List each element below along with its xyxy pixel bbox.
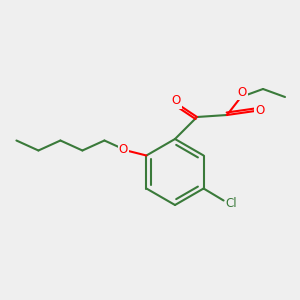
Text: O: O [171, 94, 181, 107]
Text: Cl: Cl [226, 197, 237, 210]
Text: O: O [119, 143, 128, 156]
Text: O: O [255, 103, 265, 116]
Text: O: O [237, 85, 247, 98]
